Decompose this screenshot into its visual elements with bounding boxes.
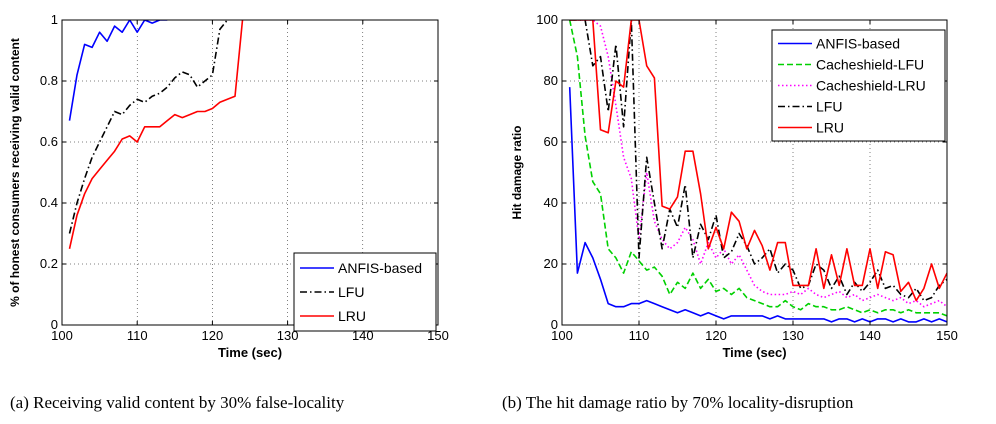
caption-b: (b) The hit damage ratio by 70% locality… [502, 393, 854, 412]
caption-a: (a) Receiving valid content by 30% false… [10, 393, 345, 412]
x-tick-label: 110 [127, 328, 148, 343]
x-tick-label: 120 [705, 328, 727, 343]
y-tick-label: 1 [51, 12, 58, 27]
series-line-anfis-based [568, 87, 947, 323]
legend: ANFIS-based LFU LRU [293, 252, 437, 332]
y-tick-label: 0.4 [40, 195, 58, 210]
x-tick-label: 150 [427, 328, 449, 343]
series-line-lru [68, 20, 244, 249]
series-line-lru [569, 20, 947, 302]
chart-b: 100 110 120 130 140 150 0 20 40 60 80 100 Time (sec)… [510, 12, 958, 360]
x-tick-label: 120 [202, 328, 224, 343]
x-tick-label: 140 [859, 328, 881, 343]
y-tick-label: 0 [551, 317, 558, 332]
legend-label-lfu: LFU [816, 99, 842, 115]
y-axis-label: Hit damage ratio [510, 125, 524, 219]
legend-label-lru: LRU [816, 120, 844, 136]
x-tick-label: 130 [782, 328, 804, 343]
series-line-lfu [68, 20, 229, 234]
y-tick-label: 100 [536, 12, 558, 27]
series-group [68, 20, 244, 249]
legend-label-cacheshield-lfu: Cacheshield-LFU [816, 57, 924, 73]
y-tick-label: 80 [544, 73, 558, 88]
legend-label-anfis-based: ANFIS-based [338, 260, 422, 276]
x-axis-label: Time (sec) [218, 345, 282, 360]
chart-a: 100 110 120 130 140 150 0 0.2 0.4 0.6 0.8 1 Time (se… [8, 12, 449, 360]
series-group [568, 20, 947, 323]
y-tick-label: 0.8 [40, 73, 58, 88]
y-tick-label: 20 [544, 256, 558, 271]
y-axis-label: % of honest consumers receiving valid co… [8, 38, 22, 307]
legend-label-lru: LRU [338, 308, 366, 324]
series-line-anfis-based [68, 20, 168, 121]
y-tick-label: 40 [544, 195, 558, 210]
x-tick-label: 100 [51, 328, 73, 343]
series-line-lfu [569, 20, 947, 302]
x-axis-label: Time (sec) [722, 345, 786, 360]
legend-label-cacheshield-lru: Cacheshield-LRU [816, 78, 926, 94]
x-tick-label: 100 [551, 328, 573, 343]
x-tick-label: 150 [936, 328, 958, 343]
x-tick-label: 130 [277, 328, 299, 343]
y-tick-label: 60 [544, 134, 558, 149]
x-tick-label: 110 [629, 328, 650, 343]
legend: ANFIS-based Cacheshield-LFU Cacheshield-LR… [771, 29, 946, 142]
axes-frame [61, 19, 439, 326]
x-tick-label: 140 [352, 328, 374, 343]
y-tick-label: 0.2 [40, 256, 58, 271]
y-tick-label: 0.6 [40, 134, 58, 149]
axes-frame [561, 19, 948, 326]
legend-box [771, 29, 946, 142]
y-tick-label: 0 [51, 317, 58, 332]
legend-label-lfu: LFU [338, 284, 364, 300]
legend-label-anfis-based: ANFIS-based [816, 36, 900, 52]
series-line-cacheshield-lfu [568, 20, 947, 317]
